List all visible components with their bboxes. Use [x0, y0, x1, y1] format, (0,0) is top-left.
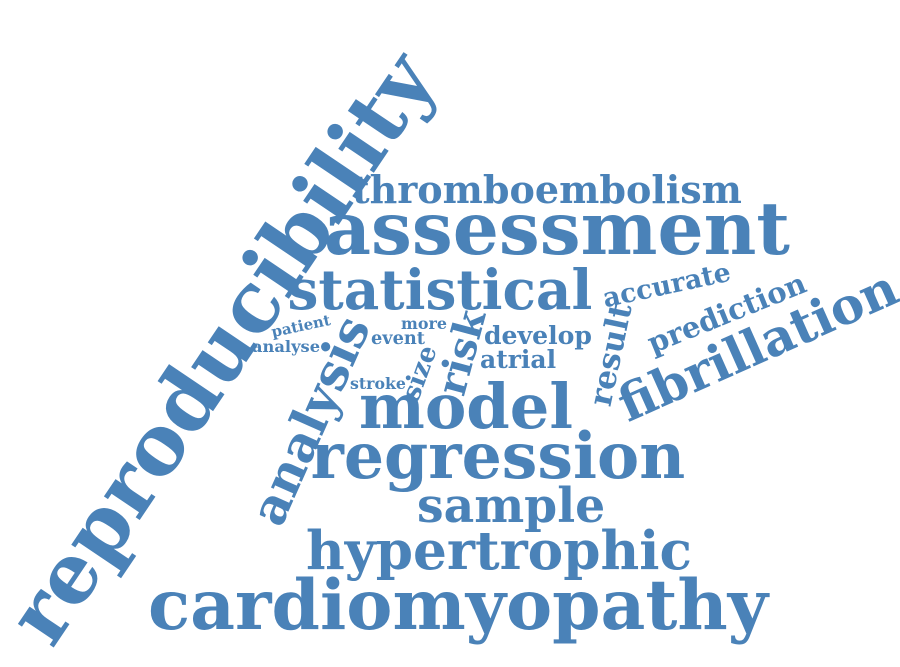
word-more: more [401, 314, 447, 333]
word-model: model [359, 370, 574, 443]
word-regression: regression [310, 418, 686, 493]
word-analyse: analyse [252, 337, 321, 356]
word-develop: develop [484, 319, 592, 350]
word-hypertrophic: hypertrophic [306, 518, 692, 582]
word-sample: sample [417, 478, 606, 534]
word-statistical: statistical [287, 256, 593, 322]
word-assessment: assessment [324, 186, 790, 272]
word-stroke: stroke [350, 374, 406, 393]
word-cardiomyopathy: cardiomyopathy [148, 564, 769, 646]
word-thromboembolism: thromboembolism [352, 167, 742, 212]
word-atrial: atrial [480, 344, 557, 374]
word-event: event [371, 328, 426, 349]
